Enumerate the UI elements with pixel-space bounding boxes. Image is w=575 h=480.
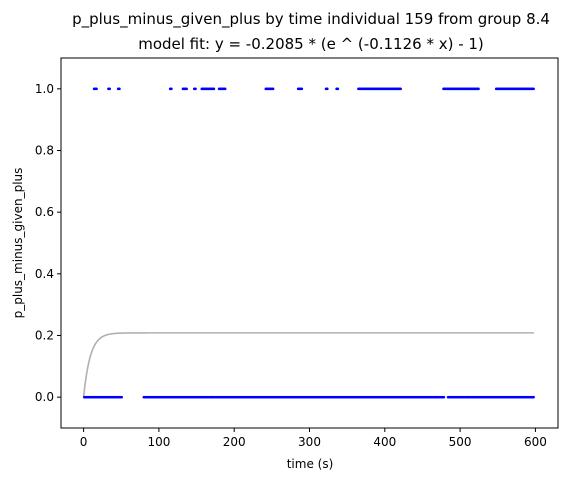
x-axis-label: time (s) xyxy=(287,457,334,471)
data-point xyxy=(120,396,123,399)
x-tick-label: 100 xyxy=(147,435,170,449)
plot-frame xyxy=(61,58,558,428)
data-point xyxy=(95,88,98,91)
x-tick-label: 0 xyxy=(80,435,88,449)
data-point xyxy=(185,88,188,91)
data-point xyxy=(108,88,111,91)
y-axis-label: p_plus_minus_given_plus xyxy=(11,168,25,319)
x-tick-label: 500 xyxy=(449,435,472,449)
data-point xyxy=(477,88,480,91)
data-point xyxy=(399,88,402,91)
fit-curve-layer xyxy=(84,333,534,397)
data-points-layer xyxy=(83,88,535,399)
x-tick-label: 200 xyxy=(223,435,246,449)
data-point xyxy=(194,88,197,91)
chart-title: p_plus_minus_given_plus by time individu… xyxy=(72,10,550,29)
data-point xyxy=(326,88,329,91)
y-tick-label: 0.0 xyxy=(35,390,54,404)
fit-curve xyxy=(84,333,534,397)
data-point xyxy=(443,396,446,399)
data-point xyxy=(224,88,227,91)
y-tick-label: 0.8 xyxy=(35,144,54,158)
data-point xyxy=(337,88,340,91)
x-tick-label: 600 xyxy=(524,435,547,449)
data-point xyxy=(532,396,535,399)
y-tick-label: 0.2 xyxy=(35,329,54,343)
data-point xyxy=(301,88,304,91)
data-point xyxy=(118,88,121,91)
data-point xyxy=(170,88,173,91)
data-point xyxy=(272,88,275,91)
y-tick-label: 1.0 xyxy=(35,82,54,96)
chart-subtitle: model fit: y = -0.2085 * (e ^ (-0.1126 *… xyxy=(138,35,484,53)
y-tick-label: 0.6 xyxy=(35,205,54,219)
x-axis: 0 100 200 300 400 500 600 xyxy=(80,428,547,449)
data-point xyxy=(213,88,216,91)
data-point xyxy=(532,88,535,91)
y-axis: 0.0 0.2 0.4 0.6 0.8 1.0 xyxy=(35,82,61,404)
y-tick-label: 0.4 xyxy=(35,267,54,281)
x-tick-label: 300 xyxy=(298,435,321,449)
x-tick-label: 400 xyxy=(373,435,396,449)
